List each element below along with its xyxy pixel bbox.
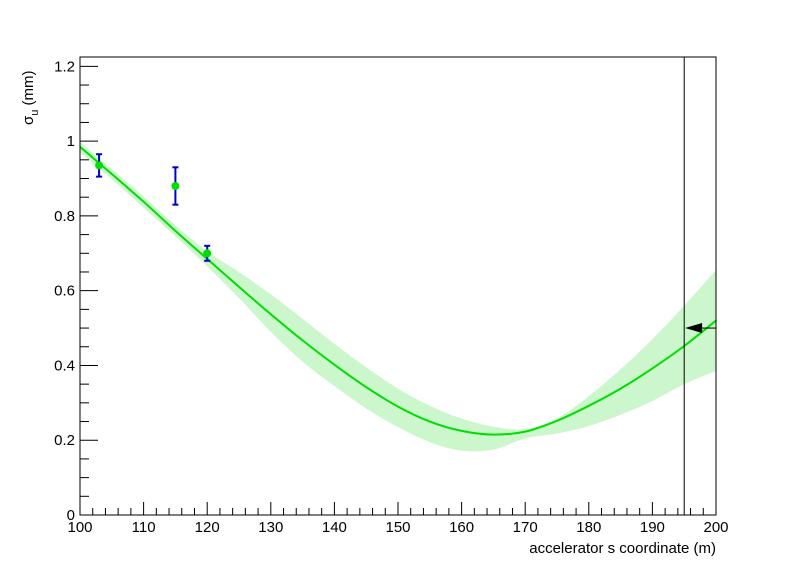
data-point-marker — [203, 249, 212, 258]
confidence-band-layer — [80, 141, 716, 452]
x-tick-label: 160 — [449, 519, 474, 536]
x-tick-label: 140 — [322, 519, 347, 536]
data-point-marker — [171, 181, 180, 190]
y-tick-label: 0.4 — [54, 357, 75, 374]
x-tick-label: 130 — [258, 519, 283, 536]
fit-curve-layer — [79, 145, 717, 436]
y-axis-ticks: 0 0.2 0.4 0.6 0.8 1 1.2 — [54, 58, 98, 524]
y-axis-title-unit: (mm) — [20, 70, 37, 109]
x-axis-ticks: 100 110 120 130 140 150 160 170 180 190 200 — [67, 502, 729, 536]
x-tick-label: 180 — [576, 519, 601, 536]
x-tick-label: 120 — [195, 519, 220, 536]
arrow-marker — [685, 323, 703, 334]
x-tick-label: 150 — [385, 519, 410, 536]
y-tick-label: 0.2 — [54, 432, 75, 449]
y-tick-label: 0.6 — [54, 283, 75, 300]
y-tick-label: 0 — [67, 507, 75, 524]
x-tick-label: 200 — [703, 519, 728, 536]
data-point-1 — [95, 153, 104, 178]
x-tick-label: 100 — [67, 519, 92, 536]
marker-layer — [685, 323, 716, 334]
y-tick-label: 0.8 — [54, 208, 75, 225]
fit-curve — [79, 145, 717, 436]
y-axis-title-subscript: u — [29, 110, 41, 116]
data-point-2 — [171, 166, 180, 206]
data-points-layer — [95, 153, 212, 262]
x-tick-label: 190 — [640, 519, 665, 536]
x-tick-label: 110 — [132, 519, 156, 536]
x-axis-title: accelerator s coordinate (m) — [529, 540, 716, 557]
y-axis-title-symbol: σ — [20, 115, 37, 125]
data-point-3 — [203, 244, 212, 262]
y-tick-label: 1.2 — [54, 58, 75, 75]
y-axis-title: σu (mm) — [20, 70, 41, 125]
data-point-marker — [95, 161, 104, 170]
y-tick-label: 1 — [67, 133, 75, 150]
confidence-band — [80, 141, 716, 452]
x-tick-label: 170 — [513, 519, 538, 536]
